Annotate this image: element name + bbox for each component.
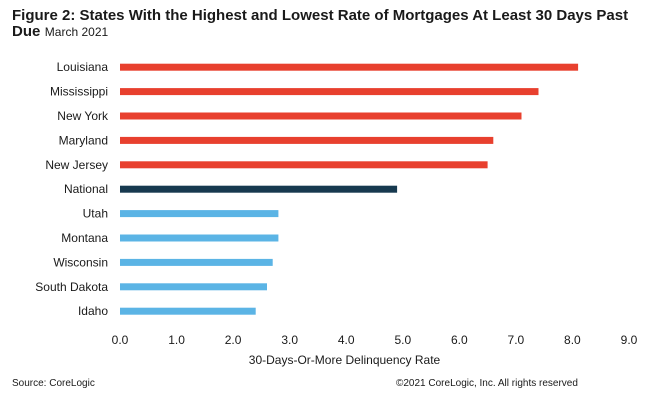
bar-national (120, 185, 398, 193)
chart-title: Figure 2: States With the Highest and Lo… (12, 7, 629, 40)
category-label: Utah (83, 207, 108, 221)
category-label: South Dakota (35, 280, 108, 294)
category-label: Maryland (59, 133, 108, 147)
bar-maryland (120, 136, 494, 144)
bar-idaho (120, 307, 256, 315)
x-tick-label: 4.0 (338, 333, 355, 347)
category-label: Montana (61, 231, 108, 245)
x-tick-label: 5.0 (394, 333, 411, 347)
chart-title-block: Figure 2: States With the Highest and Lo… (12, 8, 652, 40)
x-tick-label: 6.0 (451, 333, 468, 347)
x-tick-label: 9.0 (621, 333, 638, 347)
category-label: Wisconsin (53, 255, 108, 269)
category-label: Louisiana (57, 60, 109, 74)
bar-utah (120, 210, 279, 218)
bar-wisconsin (120, 258, 273, 266)
x-tick-label: 8.0 (564, 333, 581, 347)
category-label: Idaho (78, 304, 108, 318)
x-tick-label: 1.0 (168, 333, 185, 347)
x-tick-label: 0.0 (112, 333, 129, 347)
x-tick-label: 2.0 (225, 333, 242, 347)
x-tick-label: 3.0 (281, 333, 298, 347)
category-label: Mississippi (50, 85, 108, 99)
x-tick-label: 7.0 (508, 333, 525, 347)
bar-new-jersey (120, 161, 488, 169)
bar-montana (120, 234, 279, 242)
bar-new-york (120, 112, 522, 120)
copyright-note: ©2021 CoreLogic, Inc. All rights reserve… (396, 378, 578, 389)
source-note: Source: CoreLogic (12, 378, 95, 389)
x-axis-title: 30-Days-Or-More Delinquency Rate (249, 353, 441, 367)
bar-south-dakota (120, 283, 267, 291)
category-label: National (64, 182, 108, 196)
category-label: New York (57, 109, 109, 123)
category-label: New Jersey (45, 158, 108, 172)
chart-subtitle: March 2021 (44, 25, 109, 39)
bar-mississippi (120, 88, 539, 96)
bar-louisiana (120, 63, 579, 71)
